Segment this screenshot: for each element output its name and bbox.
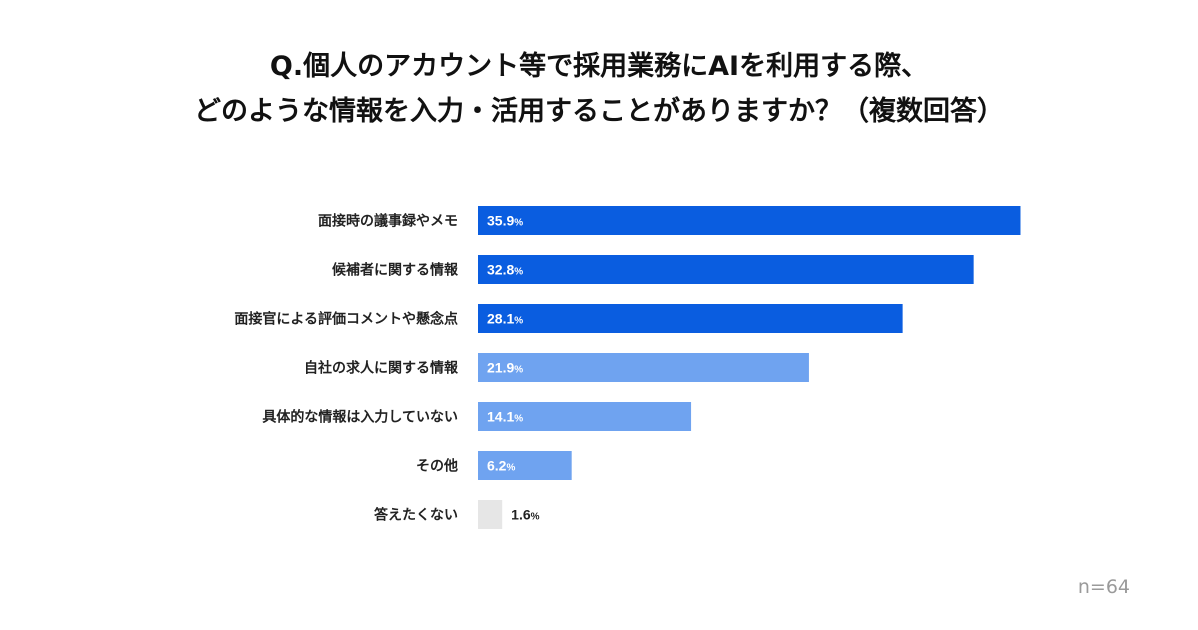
- data-label: 32.8%: [487, 262, 523, 278]
- data-label: 21.9%: [487, 360, 523, 376]
- bar: [478, 353, 809, 382]
- category-label: 自社の求人に関する情報: [304, 360, 459, 377]
- category-label: その他: [416, 458, 458, 475]
- category-label: 具体的な情報は入力していない: [261, 409, 458, 426]
- chart-title-line-1: Q.個人のアカウント等で採用業務にAIを利用する際、: [269, 51, 929, 82]
- data-label: 6.2%: [487, 458, 515, 474]
- data-label: 1.6%: [511, 507, 539, 523]
- sample-size-note: n=64: [1077, 576, 1130, 598]
- data-label: 14.1%: [487, 409, 523, 425]
- bar: [478, 255, 974, 284]
- data-label: 28.1%: [487, 311, 523, 327]
- bar: [478, 206, 1021, 235]
- bar: [478, 451, 572, 480]
- chart-title: Q.個人のアカウント等で採用業務にAIを利用する際、 どのような情報を入力・活用…: [0, 44, 1198, 134]
- category-label: 答えたくない: [374, 507, 458, 524]
- bar: [478, 500, 503, 529]
- category-label: 面接官による評価コメントや懸念点: [234, 311, 458, 328]
- bar: [478, 402, 692, 431]
- bar: [478, 304, 903, 333]
- data-label: 35.9%: [487, 213, 523, 229]
- category-label: 面接時の議事録やメモ: [318, 213, 458, 230]
- chart-title-line-2: どのような情報を入力・活用することがありますか？（複数回答）: [194, 96, 1004, 127]
- category-label: 候補者に関する情報: [332, 262, 459, 279]
